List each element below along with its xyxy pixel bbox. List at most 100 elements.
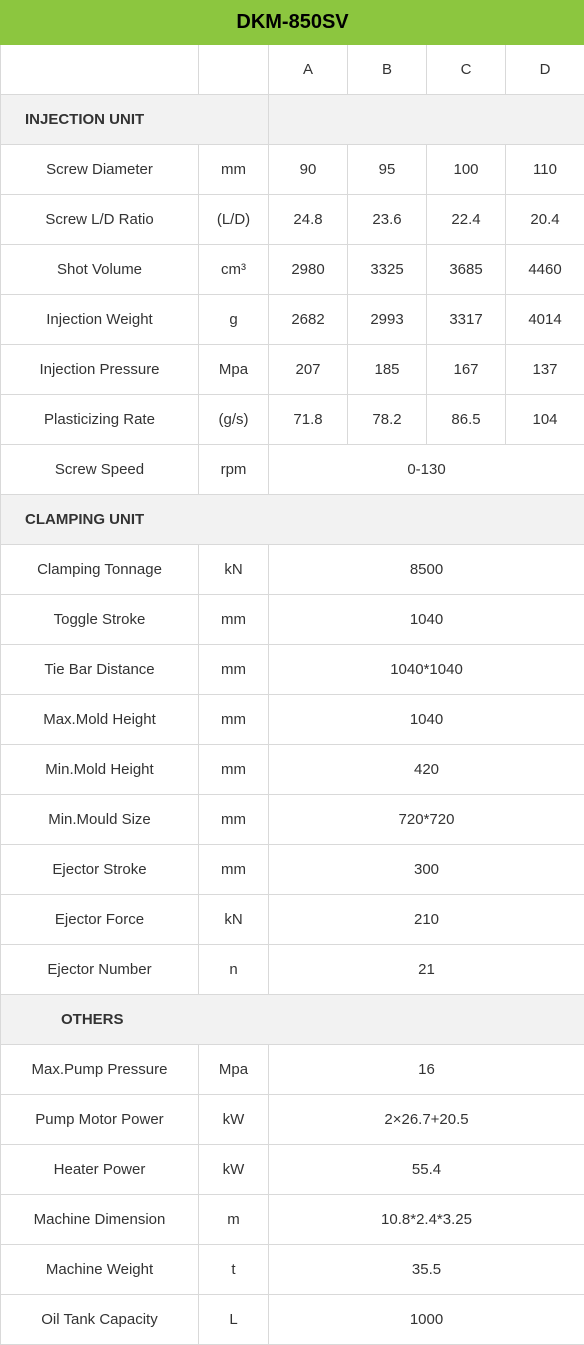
table-row: Pump Motor Power kW 2×26.7+20.5 xyxy=(1,1095,584,1145)
row-unit: kN xyxy=(199,545,269,595)
row-unit: (L/D) xyxy=(199,195,269,245)
cell: 2980 xyxy=(269,245,348,295)
table-row: Machine Dimension m 10.8*2.4*3.25 xyxy=(1,1195,584,1245)
row-unit: kW xyxy=(199,1095,269,1145)
cell-merged: 210 xyxy=(269,895,584,945)
cell: 3325 xyxy=(348,245,427,295)
table-row: Screw L/D Ratio (L/D) 24.8 23.6 22.4 20.… xyxy=(1,195,584,245)
section-label: INJECTION UNIT xyxy=(1,95,269,145)
row-unit: Mpa xyxy=(199,1045,269,1095)
cell: 4460 xyxy=(506,245,584,295)
section-others: OTHERS xyxy=(1,995,584,1045)
table-title: DKM-850SV xyxy=(1,1,584,45)
cell-merged: 16 xyxy=(269,1045,584,1095)
cell-merged: 2×26.7+20.5 xyxy=(269,1095,584,1145)
row-unit: t xyxy=(199,1245,269,1295)
cell: 185 xyxy=(348,345,427,395)
row-label: Plasticizing Rate xyxy=(1,395,199,445)
cell: 2993 xyxy=(348,295,427,345)
cell: 4014 xyxy=(506,295,584,345)
cell: 3685 xyxy=(427,245,506,295)
table-row: Ejector Stroke mm 300 xyxy=(1,845,584,895)
table-row: Oil Tank Capacity L 1000 xyxy=(1,1295,584,1345)
row-label: Max.Pump Pressure xyxy=(1,1045,199,1095)
table-row: Injection Pressure Mpa 207 185 167 137 xyxy=(1,345,584,395)
row-label: Injection Pressure xyxy=(1,345,199,395)
cell-merged: 8500 xyxy=(269,545,584,595)
row-unit: kN xyxy=(199,895,269,945)
row-unit: n xyxy=(199,945,269,995)
row-unit: mm xyxy=(199,595,269,645)
table-row: Max.Mold Height mm 1040 xyxy=(1,695,584,745)
table-row: Max.Pump Pressure Mpa 16 xyxy=(1,1045,584,1095)
col-b: B xyxy=(348,45,427,95)
section-label: OTHERS xyxy=(1,995,584,1045)
table-row: Toggle Stroke mm 1040 xyxy=(1,595,584,645)
row-label: Clamping Tonnage xyxy=(1,545,199,595)
row-label: Ejector Number xyxy=(1,945,199,995)
row-label: Pump Motor Power xyxy=(1,1095,199,1145)
table-row: Ejector Number n 21 xyxy=(1,945,584,995)
row-label: Screw Speed xyxy=(1,445,199,495)
cell: 24.8 xyxy=(269,195,348,245)
cell-merged: 1040*1040 xyxy=(269,645,584,695)
title-row: DKM-850SV xyxy=(1,1,584,45)
cell: 167 xyxy=(427,345,506,395)
col-d: D xyxy=(506,45,584,95)
cell: 104 xyxy=(506,395,584,445)
cell-merged: 35.5 xyxy=(269,1245,584,1295)
row-unit: mm xyxy=(199,795,269,845)
cell: 207 xyxy=(269,345,348,395)
row-label: Machine Weight xyxy=(1,1245,199,1295)
table-row: Clamping Tonnage kN 8500 xyxy=(1,545,584,595)
cell-merged: 10.8*2.4*3.25 xyxy=(269,1195,584,1245)
row-label: Tie Bar Distance xyxy=(1,645,199,695)
table-row: Plasticizing Rate (g/s) 71.8 78.2 86.5 1… xyxy=(1,395,584,445)
cell-merged: 720*720 xyxy=(269,795,584,845)
cell: 90 xyxy=(269,145,348,195)
row-label: Ejector Force xyxy=(1,895,199,945)
row-label: Screw L/D Ratio xyxy=(1,195,199,245)
col-c: C xyxy=(427,45,506,95)
table-row: Injection Weight g 2682 2993 3317 4014 xyxy=(1,295,584,345)
row-unit: mm xyxy=(199,145,269,195)
row-label: Injection Weight xyxy=(1,295,199,345)
table-row: Tie Bar Distance mm 1040*1040 xyxy=(1,645,584,695)
table-row: Machine Weight t 35.5 xyxy=(1,1245,584,1295)
row-unit: g xyxy=(199,295,269,345)
cell-merged: 1000 xyxy=(269,1295,584,1345)
table-row: Screw Diameter mm 90 95 100 110 xyxy=(1,145,584,195)
row-unit: mm xyxy=(199,845,269,895)
cell: 100 xyxy=(427,145,506,195)
cell: 95 xyxy=(348,145,427,195)
cell: 71.8 xyxy=(269,395,348,445)
cell: 2682 xyxy=(269,295,348,345)
table-row: Min.Mold Height mm 420 xyxy=(1,745,584,795)
table-row: Min.Mould Size mm 720*720 xyxy=(1,795,584,845)
col-a: A xyxy=(269,45,348,95)
cell-merged: 55.4 xyxy=(269,1145,584,1195)
table-row: Ejector Force kN 210 xyxy=(1,895,584,945)
cell-merged: 300 xyxy=(269,845,584,895)
cell: 78.2 xyxy=(348,395,427,445)
row-label: Shot Volume xyxy=(1,245,199,295)
cell: 110 xyxy=(506,145,584,195)
row-label: Screw Diameter xyxy=(1,145,199,195)
column-header-row: A B C D xyxy=(1,45,584,95)
table-row: Heater Power kW 55.4 xyxy=(1,1145,584,1195)
row-unit: mm xyxy=(199,745,269,795)
section-blank xyxy=(269,95,584,145)
row-unit: mm xyxy=(199,695,269,745)
cell: 23.6 xyxy=(348,195,427,245)
cell: 22.4 xyxy=(427,195,506,245)
cell: 20.4 xyxy=(506,195,584,245)
cell-merged: 21 xyxy=(269,945,584,995)
table-row: Screw Speed rpm 0-130 xyxy=(1,445,584,495)
cell-merged: 1040 xyxy=(269,695,584,745)
row-label: Ejector Stroke xyxy=(1,845,199,895)
row-label: Min.Mold Height xyxy=(1,745,199,795)
header-blank-label xyxy=(1,45,199,95)
row-unit: cm³ xyxy=(199,245,269,295)
row-label: Machine Dimension xyxy=(1,1195,199,1245)
row-label: Min.Mould Size xyxy=(1,795,199,845)
